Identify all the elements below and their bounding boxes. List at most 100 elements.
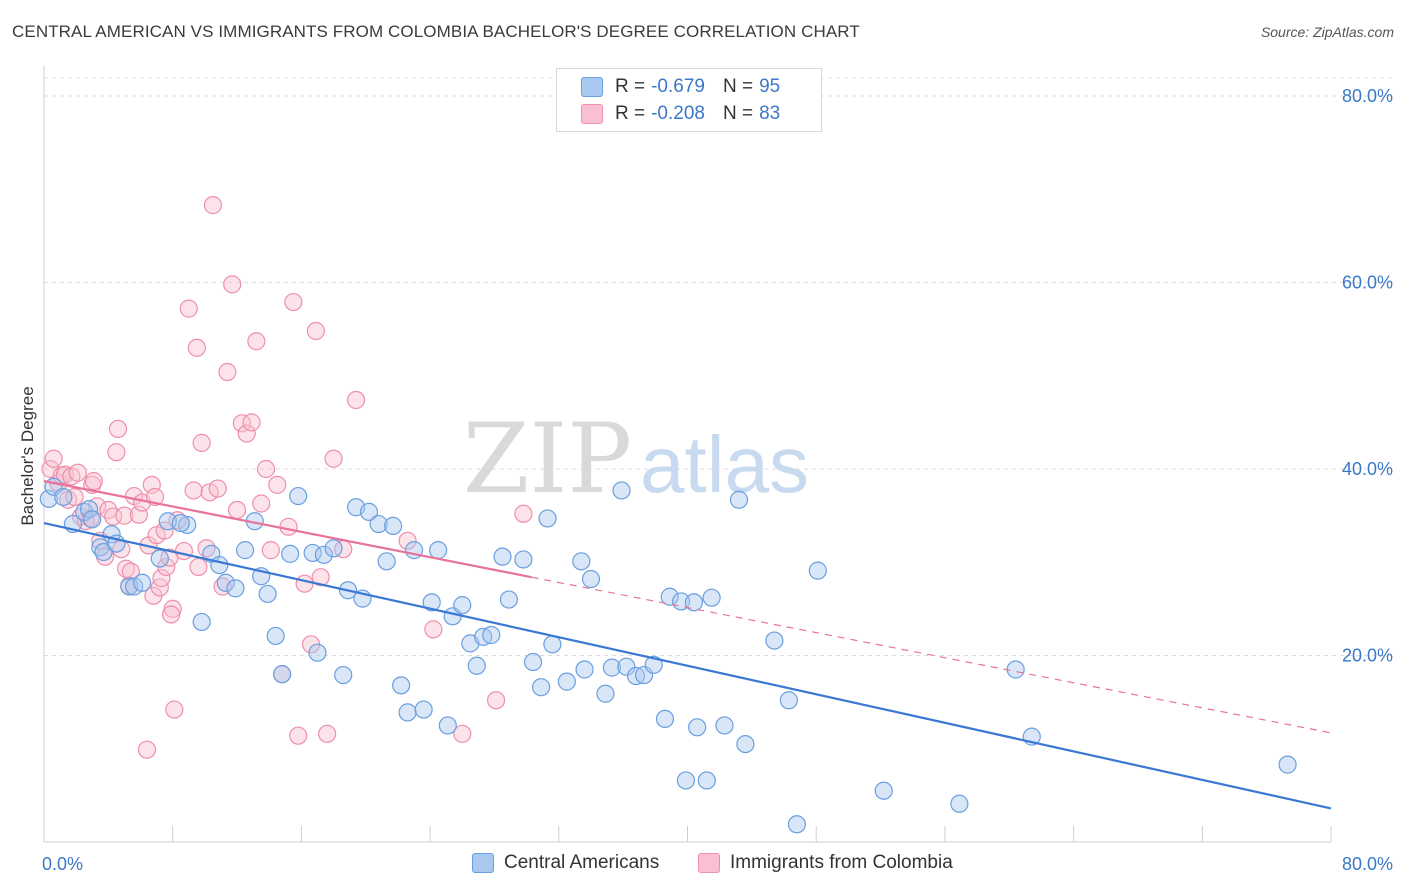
legend-row-colombia: R = -0.208 N = 83 bbox=[581, 102, 780, 126]
point-colombia bbox=[68, 463, 87, 482]
point-central-american bbox=[94, 542, 113, 562]
point-colombia bbox=[232, 414, 251, 433]
point-colombia bbox=[318, 724, 337, 743]
watermark-zip: ZIP bbox=[463, 403, 632, 515]
point-central-american bbox=[438, 716, 457, 735]
series-colombia-points bbox=[41, 196, 533, 759]
point-colombia bbox=[256, 459, 276, 479]
point-central-american bbox=[702, 588, 721, 607]
point-central-american bbox=[808, 561, 827, 580]
point-central-american bbox=[369, 514, 388, 534]
point-central-american bbox=[303, 543, 322, 563]
point-central-american bbox=[736, 734, 755, 754]
watermark-atlas: atlas bbox=[640, 420, 809, 509]
point-central-american bbox=[697, 771, 716, 790]
y-tick-label: 40.0% bbox=[1342, 459, 1393, 479]
point-central-american bbox=[676, 771, 695, 790]
point-colombia bbox=[227, 500, 247, 520]
point-colombia bbox=[203, 196, 223, 215]
point-central-american bbox=[216, 573, 235, 592]
x-tick-label: 80.0% bbox=[1342, 854, 1393, 874]
legend-r-label: R = bbox=[615, 103, 646, 124]
point-central-american bbox=[557, 672, 576, 691]
point-colombia bbox=[486, 691, 506, 710]
point-colombia bbox=[121, 562, 140, 581]
point-colombia bbox=[137, 740, 157, 759]
legend-r-label: R = bbox=[615, 76, 646, 97]
point-central-american bbox=[779, 691, 798, 710]
x-tick-label: 0.0% bbox=[42, 854, 83, 874]
point-colombia bbox=[242, 413, 261, 432]
legend-swatch-pink bbox=[698, 853, 720, 873]
point-colombia bbox=[346, 390, 366, 410]
point-central-american bbox=[398, 703, 417, 722]
point-colombia bbox=[174, 541, 194, 561]
point-colombia bbox=[306, 321, 325, 341]
point-central-american bbox=[210, 555, 229, 575]
point-central-american bbox=[660, 587, 679, 606]
point-central-american bbox=[493, 547, 512, 566]
point-central-american bbox=[729, 490, 749, 509]
point-colombia bbox=[252, 494, 271, 513]
point-central-american bbox=[596, 684, 615, 703]
point-central-american bbox=[543, 635, 562, 654]
legend-r-value: -0.208 bbox=[651, 103, 705, 124]
point-central-american bbox=[538, 509, 557, 528]
point-central-american bbox=[258, 584, 277, 604]
y-tick-label: 80.0% bbox=[1342, 86, 1393, 106]
point-central-american bbox=[467, 656, 486, 675]
stats-legend: R = -0.679 N = 95 R = -0.208 N = 83 bbox=[556, 68, 822, 132]
point-colombia bbox=[187, 338, 206, 357]
point-colombia bbox=[453, 724, 472, 743]
point-central-american bbox=[514, 550, 533, 569]
point-colombia bbox=[289, 726, 308, 745]
point-central-american bbox=[688, 718, 707, 737]
legend-label-colombia: Immigrants from Colombia bbox=[730, 852, 953, 873]
y-tick-label: 60.0% bbox=[1342, 273, 1393, 293]
point-colombia bbox=[168, 511, 187, 530]
point-central-american bbox=[644, 655, 663, 674]
point-central-american bbox=[392, 676, 411, 695]
point-colombia bbox=[189, 557, 208, 577]
legend-item-central-americans: Central Americans bbox=[472, 852, 659, 874]
point-central-american bbox=[765, 631, 784, 650]
point-central-american bbox=[54, 487, 73, 507]
point-central-american bbox=[414, 700, 433, 719]
point-colombia bbox=[295, 574, 314, 593]
point-colombia bbox=[324, 449, 343, 468]
trend-lines bbox=[43, 480, 1332, 810]
point-central-american bbox=[383, 516, 403, 535]
series-legend: Central Americans Immigrants from Colomb… bbox=[0, 852, 1406, 876]
point-colombia bbox=[247, 332, 266, 351]
point-central-american bbox=[950, 794, 969, 813]
point-central-american bbox=[787, 815, 806, 834]
point-central-american bbox=[499, 590, 519, 609]
point-central-american bbox=[429, 541, 448, 560]
legend-swatch-blue bbox=[581, 77, 603, 97]
point-central-american bbox=[289, 486, 308, 506]
point-central-american bbox=[266, 626, 285, 646]
point-central-american bbox=[79, 499, 99, 519]
point-central-american bbox=[655, 709, 675, 729]
point-central-american bbox=[359, 502, 379, 521]
point-colombia bbox=[237, 424, 256, 443]
point-colombia bbox=[514, 504, 533, 523]
legend-n-label: N = bbox=[722, 103, 754, 124]
point-central-american bbox=[226, 579, 245, 598]
point-colombia bbox=[184, 481, 203, 500]
watermark: ZIP atlas bbox=[463, 403, 809, 515]
series-central-american-points bbox=[39, 477, 1297, 834]
legend-item-colombia: Immigrants from Colombia bbox=[698, 852, 953, 874]
y-axis-label: Bachelor's Degree bbox=[18, 386, 37, 526]
point-central-american bbox=[83, 510, 102, 529]
point-central-american bbox=[133, 573, 152, 592]
legend-row-central-americans: R = -0.679 N = 95 bbox=[581, 75, 780, 99]
point-central-american bbox=[422, 593, 441, 612]
source-label: Source: ZipAtlas.com bbox=[1260, 24, 1394, 40]
point-central-american bbox=[684, 593, 704, 612]
legend-n-value: 95 bbox=[759, 76, 781, 97]
point-central-american bbox=[581, 569, 601, 589]
tick-labels: 20.0% 40.0% 60.0% 80.0% 0.0% 80.0% bbox=[42, 86, 1393, 874]
point-central-american bbox=[612, 481, 631, 500]
